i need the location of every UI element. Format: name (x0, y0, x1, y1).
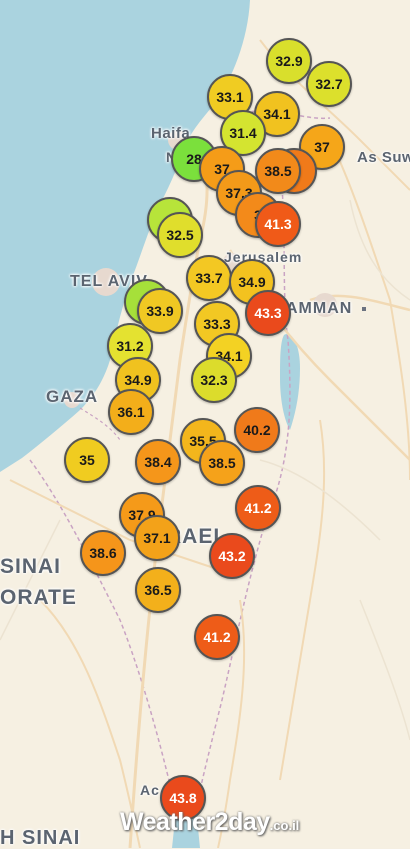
minor-road (0, 519, 61, 641)
temperature-marker[interactable]: 33.9 (137, 288, 183, 334)
dead-sea (280, 334, 300, 430)
place-label-south-sinai: H SINAI (0, 827, 81, 849)
temperature-marker[interactable]: 32.9 (266, 38, 312, 84)
minor-road (349, 199, 410, 301)
place-label-orate: ORATE (0, 586, 77, 609)
temperature-marker[interactable]: 41.2 (235, 485, 281, 531)
city-dot (362, 307, 366, 311)
temperature-marker[interactable]: 41.3 (255, 201, 301, 247)
place-label-aqaba: Ac (140, 782, 160, 798)
road (329, 139, 410, 481)
urban-area (92, 268, 120, 296)
minor-road (259, 459, 381, 541)
weather2day-watermark: Weather2day.co.il (120, 808, 299, 837)
road (9, 479, 221, 571)
road (128, 139, 209, 848)
temperature-marker[interactable]: 32.5 (157, 212, 203, 258)
temperature-marker[interactable]: 38.5 (255, 148, 301, 194)
temperature-marker[interactable]: 38.5 (199, 440, 245, 486)
road (217, 599, 246, 848)
watermark-suffix: .co.il (269, 818, 300, 833)
place-label-as-suw: As Suw (357, 149, 410, 166)
road (39, 599, 141, 848)
watermark-brand: Weather2day (120, 808, 270, 836)
temperature-marker[interactable]: 37.1 (134, 515, 180, 561)
temperature-marker[interactable]: 38.6 (80, 530, 126, 576)
urban-area (313, 293, 337, 317)
border-line (79, 407, 121, 441)
temperature-marker[interactable]: 32.3 (191, 357, 237, 403)
place-label-haifa: Haifa (151, 125, 191, 142)
minor-road (359, 599, 410, 741)
place-label-tel-aviv: TEL AVIV (70, 273, 148, 290)
temperature-marker[interactable]: 43.3 (245, 290, 291, 336)
place-label-sinai: SINAI (0, 555, 62, 578)
temperature-marker[interactable]: 32.7 (306, 61, 352, 107)
temperature-marker[interactable]: 40.2 (234, 407, 280, 453)
road (279, 419, 326, 781)
mediterranean-sea (0, 0, 250, 472)
place-label-amman: AMMAN (286, 300, 353, 317)
temperature-marker[interactable]: 36.5 (135, 567, 181, 613)
urban-area (64, 392, 80, 408)
place-label-israel: RAEL (166, 525, 228, 548)
temperature-marker[interactable]: 35 (64, 437, 110, 483)
temperature-marker[interactable]: 41.2 (194, 614, 240, 660)
temperature-marker[interactable]: 43.2 (209, 533, 255, 579)
temperature-marker[interactable]: 38.4 (135, 439, 181, 485)
temperature-marker[interactable]: 36.1 (108, 389, 154, 435)
place-label-gaza: GAZA (46, 387, 99, 406)
temperature-marker[interactable]: 43.8 (160, 775, 206, 821)
temperature-marker[interactable]: 33.7 (186, 255, 232, 301)
